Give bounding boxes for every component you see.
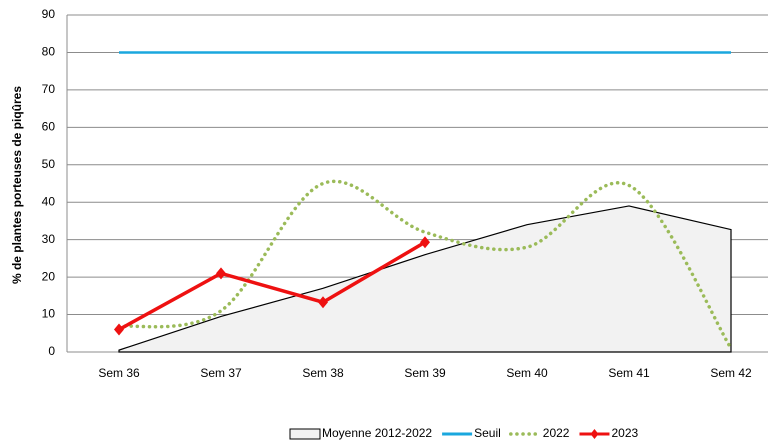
line (117, 179, 733, 351)
marker (114, 323, 124, 336)
y-tick-label: 80 (42, 45, 56, 59)
x-tick-label: Sem 38 (302, 366, 344, 380)
x-tick-label: Sem 40 (506, 366, 548, 380)
legend-label: 2022 (543, 426, 570, 440)
legend-marker (590, 429, 599, 439)
y-tick-label: 30 (42, 232, 56, 246)
y-tick-label: 50 (42, 157, 56, 171)
marker (318, 296, 328, 309)
x-tick-label: Sem 37 (200, 366, 242, 380)
legend-label: 2023 (611, 426, 638, 440)
line (118, 240, 426, 332)
y-tick-label: 90 (42, 7, 56, 21)
y-axis-label: % de plantes porteuses de piqûres (10, 86, 24, 284)
legend-label: Moyenne 2012-2022 (322, 426, 432, 440)
y-tick-label: 0 (48, 344, 55, 358)
y-tick-label: 60 (42, 120, 56, 134)
y-tick-label: 10 (42, 307, 56, 321)
marker (216, 267, 226, 280)
legend-label: Seuil (474, 426, 501, 440)
y-tick-label: 70 (42, 82, 56, 96)
x-tick-label: Sem 42 (710, 366, 752, 380)
x-tick-label: Sem 39 (404, 366, 446, 380)
area (118, 205, 732, 353)
marker (420, 236, 430, 249)
x-tick-label: Sem 36 (98, 366, 140, 380)
x-tick-label: Sem 41 (608, 366, 650, 380)
legend-swatch (289, 428, 321, 440)
y-tick-label: 20 (42, 269, 56, 283)
y-tick-label: 40 (42, 194, 56, 208)
